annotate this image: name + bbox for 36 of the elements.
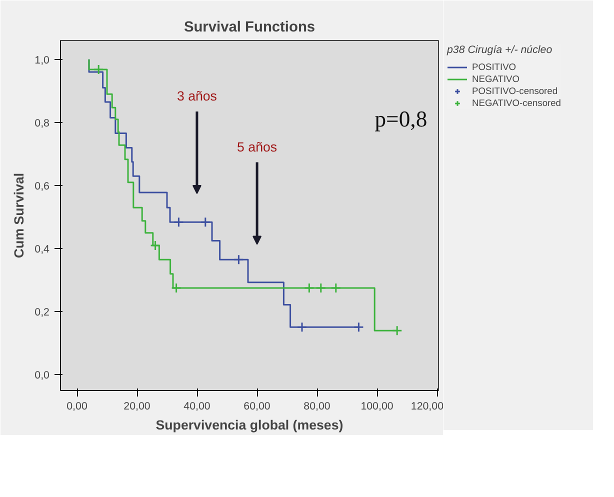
x-tick-label: 60,00 xyxy=(244,400,270,412)
x-tick-label: 20,00 xyxy=(124,400,150,412)
point xyxy=(330,282,342,294)
point xyxy=(150,240,161,251)
x-tick-label: 120,00 xyxy=(410,400,444,412)
x-tick-label: 0,00 xyxy=(66,400,88,412)
y-tick-label: 0,4 xyxy=(34,244,50,256)
point xyxy=(171,282,182,294)
legend-label: POSITIVO xyxy=(472,61,516,73)
y-axis-title: Cum Survival xyxy=(12,172,27,258)
annotation: 3 años xyxy=(176,88,218,104)
point xyxy=(353,322,364,332)
point xyxy=(304,282,314,294)
x-tick-label: 40,00 xyxy=(184,400,210,412)
point xyxy=(233,254,244,265)
chart-title: Survival Functions xyxy=(184,20,316,36)
annotation: p=0,8 xyxy=(374,106,428,132)
x-axis-title: Supervivencia global (meses) xyxy=(156,418,344,432)
point xyxy=(93,64,104,75)
y-tick-label: 1,0 xyxy=(34,54,50,66)
x-tick-label: 100,00 xyxy=(360,400,394,412)
legend-label: NEGATIVO-censored xyxy=(472,97,561,109)
point xyxy=(200,216,211,228)
legend-label: NEGATIVO xyxy=(472,73,520,85)
y-tick-label: 0,8 xyxy=(34,117,50,130)
annotation: 5 años xyxy=(237,139,278,154)
x-tick-label: 80,00 xyxy=(304,400,330,412)
point xyxy=(296,322,308,332)
legend-label: POSITIVO-censored xyxy=(472,85,558,97)
point xyxy=(316,282,326,294)
y-tick-label: 0,2 xyxy=(34,306,50,319)
point xyxy=(392,325,402,336)
point xyxy=(173,216,184,228)
y-tick-label: 0,0 xyxy=(34,370,50,382)
y-tick-label: 0,6 xyxy=(34,180,50,193)
legend-title: p38 Cirugía +/- núcleo xyxy=(447,44,554,56)
